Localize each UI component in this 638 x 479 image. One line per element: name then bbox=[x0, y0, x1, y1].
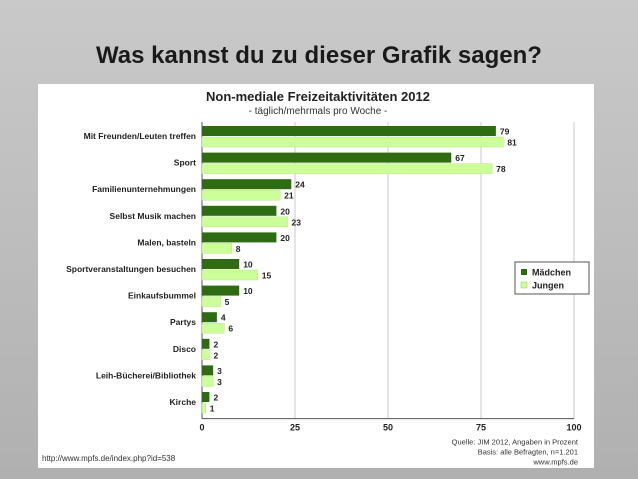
data-label: 3 bbox=[217, 366, 222, 376]
bar-maedchen bbox=[202, 205, 277, 216]
legend-swatch bbox=[520, 281, 528, 289]
category-label: Partys bbox=[170, 317, 196, 327]
data-label: 2 bbox=[213, 393, 218, 403]
x-tick-label: 25 bbox=[290, 423, 300, 433]
slide-title: Was kannst du zu dieser Grafik sagen? bbox=[96, 42, 542, 69]
bar-maedchen bbox=[202, 179, 292, 190]
bar-jungen bbox=[201, 269, 259, 281]
x-tick-label: 100 bbox=[566, 423, 581, 433]
legend-box bbox=[514, 261, 590, 295]
source-url[interactable]: http://www.mpfs.de/index.php?id=538 bbox=[42, 454, 176, 463]
data-label: 24 bbox=[295, 180, 305, 190]
data-label: 5 bbox=[225, 297, 230, 307]
bar-jungen bbox=[201, 243, 233, 254]
data-label: 10 bbox=[243, 260, 253, 270]
bar-jungen bbox=[201, 163, 493, 174]
bar-jungen bbox=[201, 349, 210, 361]
category-label: Kirche bbox=[170, 397, 197, 407]
bar-maedchen bbox=[202, 312, 217, 323]
bar-maedchen bbox=[202, 152, 452, 163]
chart-panel: Non-mediale Freizeitaktivitäten 2012 - tä… bbox=[38, 84, 594, 468]
bar-jungen bbox=[201, 296, 221, 307]
bar-jungen bbox=[201, 376, 214, 387]
legend-label: Jungen bbox=[532, 281, 564, 291]
data-label: 67 bbox=[455, 153, 465, 163]
data-label: 78 bbox=[496, 164, 506, 174]
data-label: 23 bbox=[292, 217, 302, 227]
data-label: 81 bbox=[507, 138, 517, 148]
category-label: Malen, basteln bbox=[137, 237, 196, 247]
data-label: 3 bbox=[217, 377, 222, 387]
legend-swatch bbox=[521, 269, 527, 275]
category-label: Sport bbox=[174, 158, 196, 168]
data-label: 21 bbox=[284, 191, 294, 201]
category-label: Familienunternehmungen bbox=[92, 184, 196, 194]
bar-jungen bbox=[201, 189, 281, 201]
x-tick-label: 75 bbox=[476, 423, 486, 433]
data-label: 8 bbox=[236, 244, 241, 254]
category-label: Mit Freunden/Leuten treffen bbox=[84, 131, 196, 141]
source-note: www.mpfs.de bbox=[532, 458, 578, 467]
data-label: 79 bbox=[500, 127, 510, 137]
bar-maedchen bbox=[202, 338, 210, 349]
data-label: 15 bbox=[262, 271, 272, 281]
data-label: 2 bbox=[213, 339, 218, 349]
data-label: 4 bbox=[221, 313, 226, 323]
bar-chart: Non-mediale Freizeitaktivitäten 2012 - tä… bbox=[66, 89, 590, 467]
category-label: Sportveranstaltungen besuchen bbox=[66, 264, 196, 274]
bar-maedchen bbox=[202, 259, 240, 269]
bar-jungen bbox=[201, 322, 225, 334]
data-label: 10 bbox=[243, 286, 253, 296]
data-label: 1 bbox=[210, 404, 215, 414]
data-label: 2 bbox=[213, 350, 218, 360]
bar-maedchen bbox=[202, 285, 240, 296]
x-tick-label: 0 bbox=[199, 423, 204, 433]
bar-jungen bbox=[201, 402, 206, 414]
category-label: Selbst Musik machen bbox=[110, 211, 196, 221]
bar-jungen bbox=[201, 136, 504, 148]
bar-jungen bbox=[201, 216, 288, 228]
bar-maedchen bbox=[202, 232, 277, 243]
category-label: Einkaufsbummel bbox=[128, 291, 196, 301]
category-label: Leih-Bücherei/Bibliothek bbox=[96, 370, 196, 380]
legend-label: Mädchen bbox=[532, 268, 571, 278]
chart-title: Non-mediale Freizeitaktivitäten 2012 bbox=[206, 89, 430, 104]
source-note: Basis: alle Befragten, n=1.201 bbox=[478, 448, 578, 457]
bar-maedchen bbox=[202, 365, 214, 376]
data-label: 20 bbox=[280, 206, 290, 216]
data-label: 6 bbox=[228, 324, 233, 334]
data-label: 20 bbox=[280, 233, 290, 243]
chart-subtitle: - täglich/mehrmals pro Woche - bbox=[249, 106, 388, 117]
category-label: Disco bbox=[173, 344, 196, 354]
x-tick-label: 50 bbox=[383, 423, 393, 433]
source-note: Quelle: JIM 2012, Angaben in Prozent bbox=[452, 438, 579, 447]
bar-maedchen bbox=[202, 126, 496, 136]
bar-maedchen bbox=[202, 392, 210, 402]
